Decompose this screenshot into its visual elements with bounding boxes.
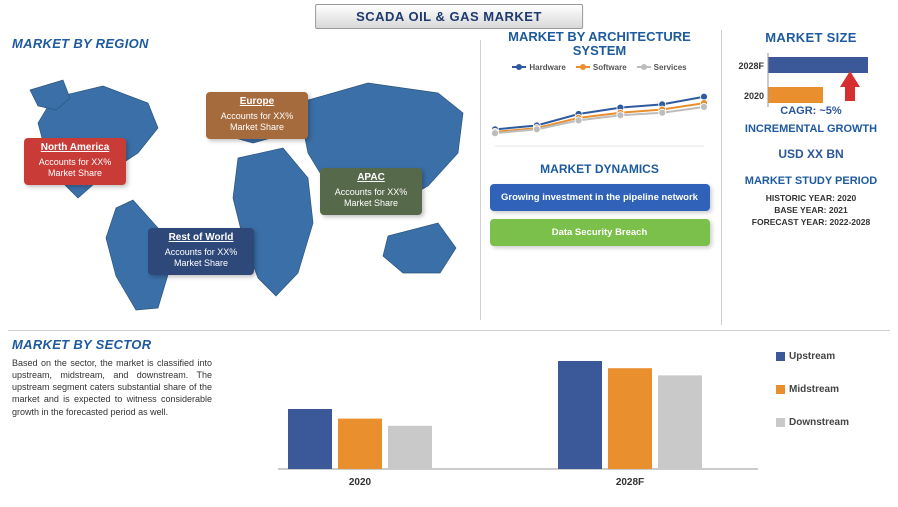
dynamics-box: Growing investment in the pipeline netwo… <box>490 184 710 211</box>
legend-item: Services <box>637 63 687 72</box>
growth-arrow-icon <box>840 71 860 87</box>
market-size-panel: MARKET SIZE 2028F 2020 CAGR: ~5% INCREMEN… <box>730 30 892 325</box>
svg-text:2028F: 2028F <box>616 477 644 488</box>
dynamics-box: Data Security Breach <box>490 219 710 246</box>
study-period-title: MARKET STUDY PERIOD <box>730 175 892 187</box>
region-box-apac: APACAccounts for XX%Market Share <box>320 168 422 215</box>
incremental-growth-title: INCREMENTAL GROWTH <box>730 123 892 135</box>
region-box-north-america: North AmericaAccounts for XX%Market Shar… <box>24 138 126 185</box>
incremental-growth-value: USD XX BN <box>730 147 892 161</box>
region-box-europe: EuropeAccounts for XX%Market Share <box>206 92 308 139</box>
map-panel: MARKET BY REGION North AmericaAccounts f… <box>8 30 478 325</box>
sector-bar-chart: 2020 2028F <box>228 339 768 494</box>
dynamics-title: MARKET DYNAMICS <box>486 162 713 176</box>
legend-item: Upstream <box>776 351 886 362</box>
market-size-title: MARKET SIZE <box>730 30 892 45</box>
legend-item: Hardware <box>512 63 565 72</box>
page-title: SCADA OIL & GAS MARKET <box>315 4 583 29</box>
market-size-hbar-chart: 2028F 2020 <box>734 51 889 111</box>
svg-text:2020: 2020 <box>743 91 763 101</box>
architecture-title: MARKET BY ARCHITECTURE SYSTEM <box>486 30 713 59</box>
sector-panel: MARKET BY SECTOR Based on the sector, th… <box>8 330 890 500</box>
architecture-legend: Hardware Software Services <box>486 63 713 72</box>
map-section-title: MARKET BY REGION <box>12 36 149 51</box>
cagr-label: CAGR: ~5% <box>730 105 892 117</box>
sector-title: MARKET BY SECTOR <box>12 337 151 352</box>
legend-item: Software <box>576 63 627 72</box>
legend-item: Downstream <box>776 417 886 428</box>
legend-item: Midstream <box>776 384 886 395</box>
study-period-lines: HISTORIC YEAR: 2020BASE YEAR: 2021FORECA… <box>730 193 892 229</box>
sector-description: Based on the sector, the market is class… <box>12 357 212 418</box>
svg-text:2028F: 2028F <box>738 61 764 71</box>
architecture-panel: MARKET BY ARCHITECTURE SYSTEM Hardware So… <box>486 30 722 325</box>
architecture-line-chart <box>487 74 712 154</box>
sector-legend: Upstream Midstream Downstream <box>776 351 886 428</box>
region-box-row: Rest of WorldAccounts for XX%Market Shar… <box>148 228 254 275</box>
svg-text:2020: 2020 <box>349 477 372 488</box>
